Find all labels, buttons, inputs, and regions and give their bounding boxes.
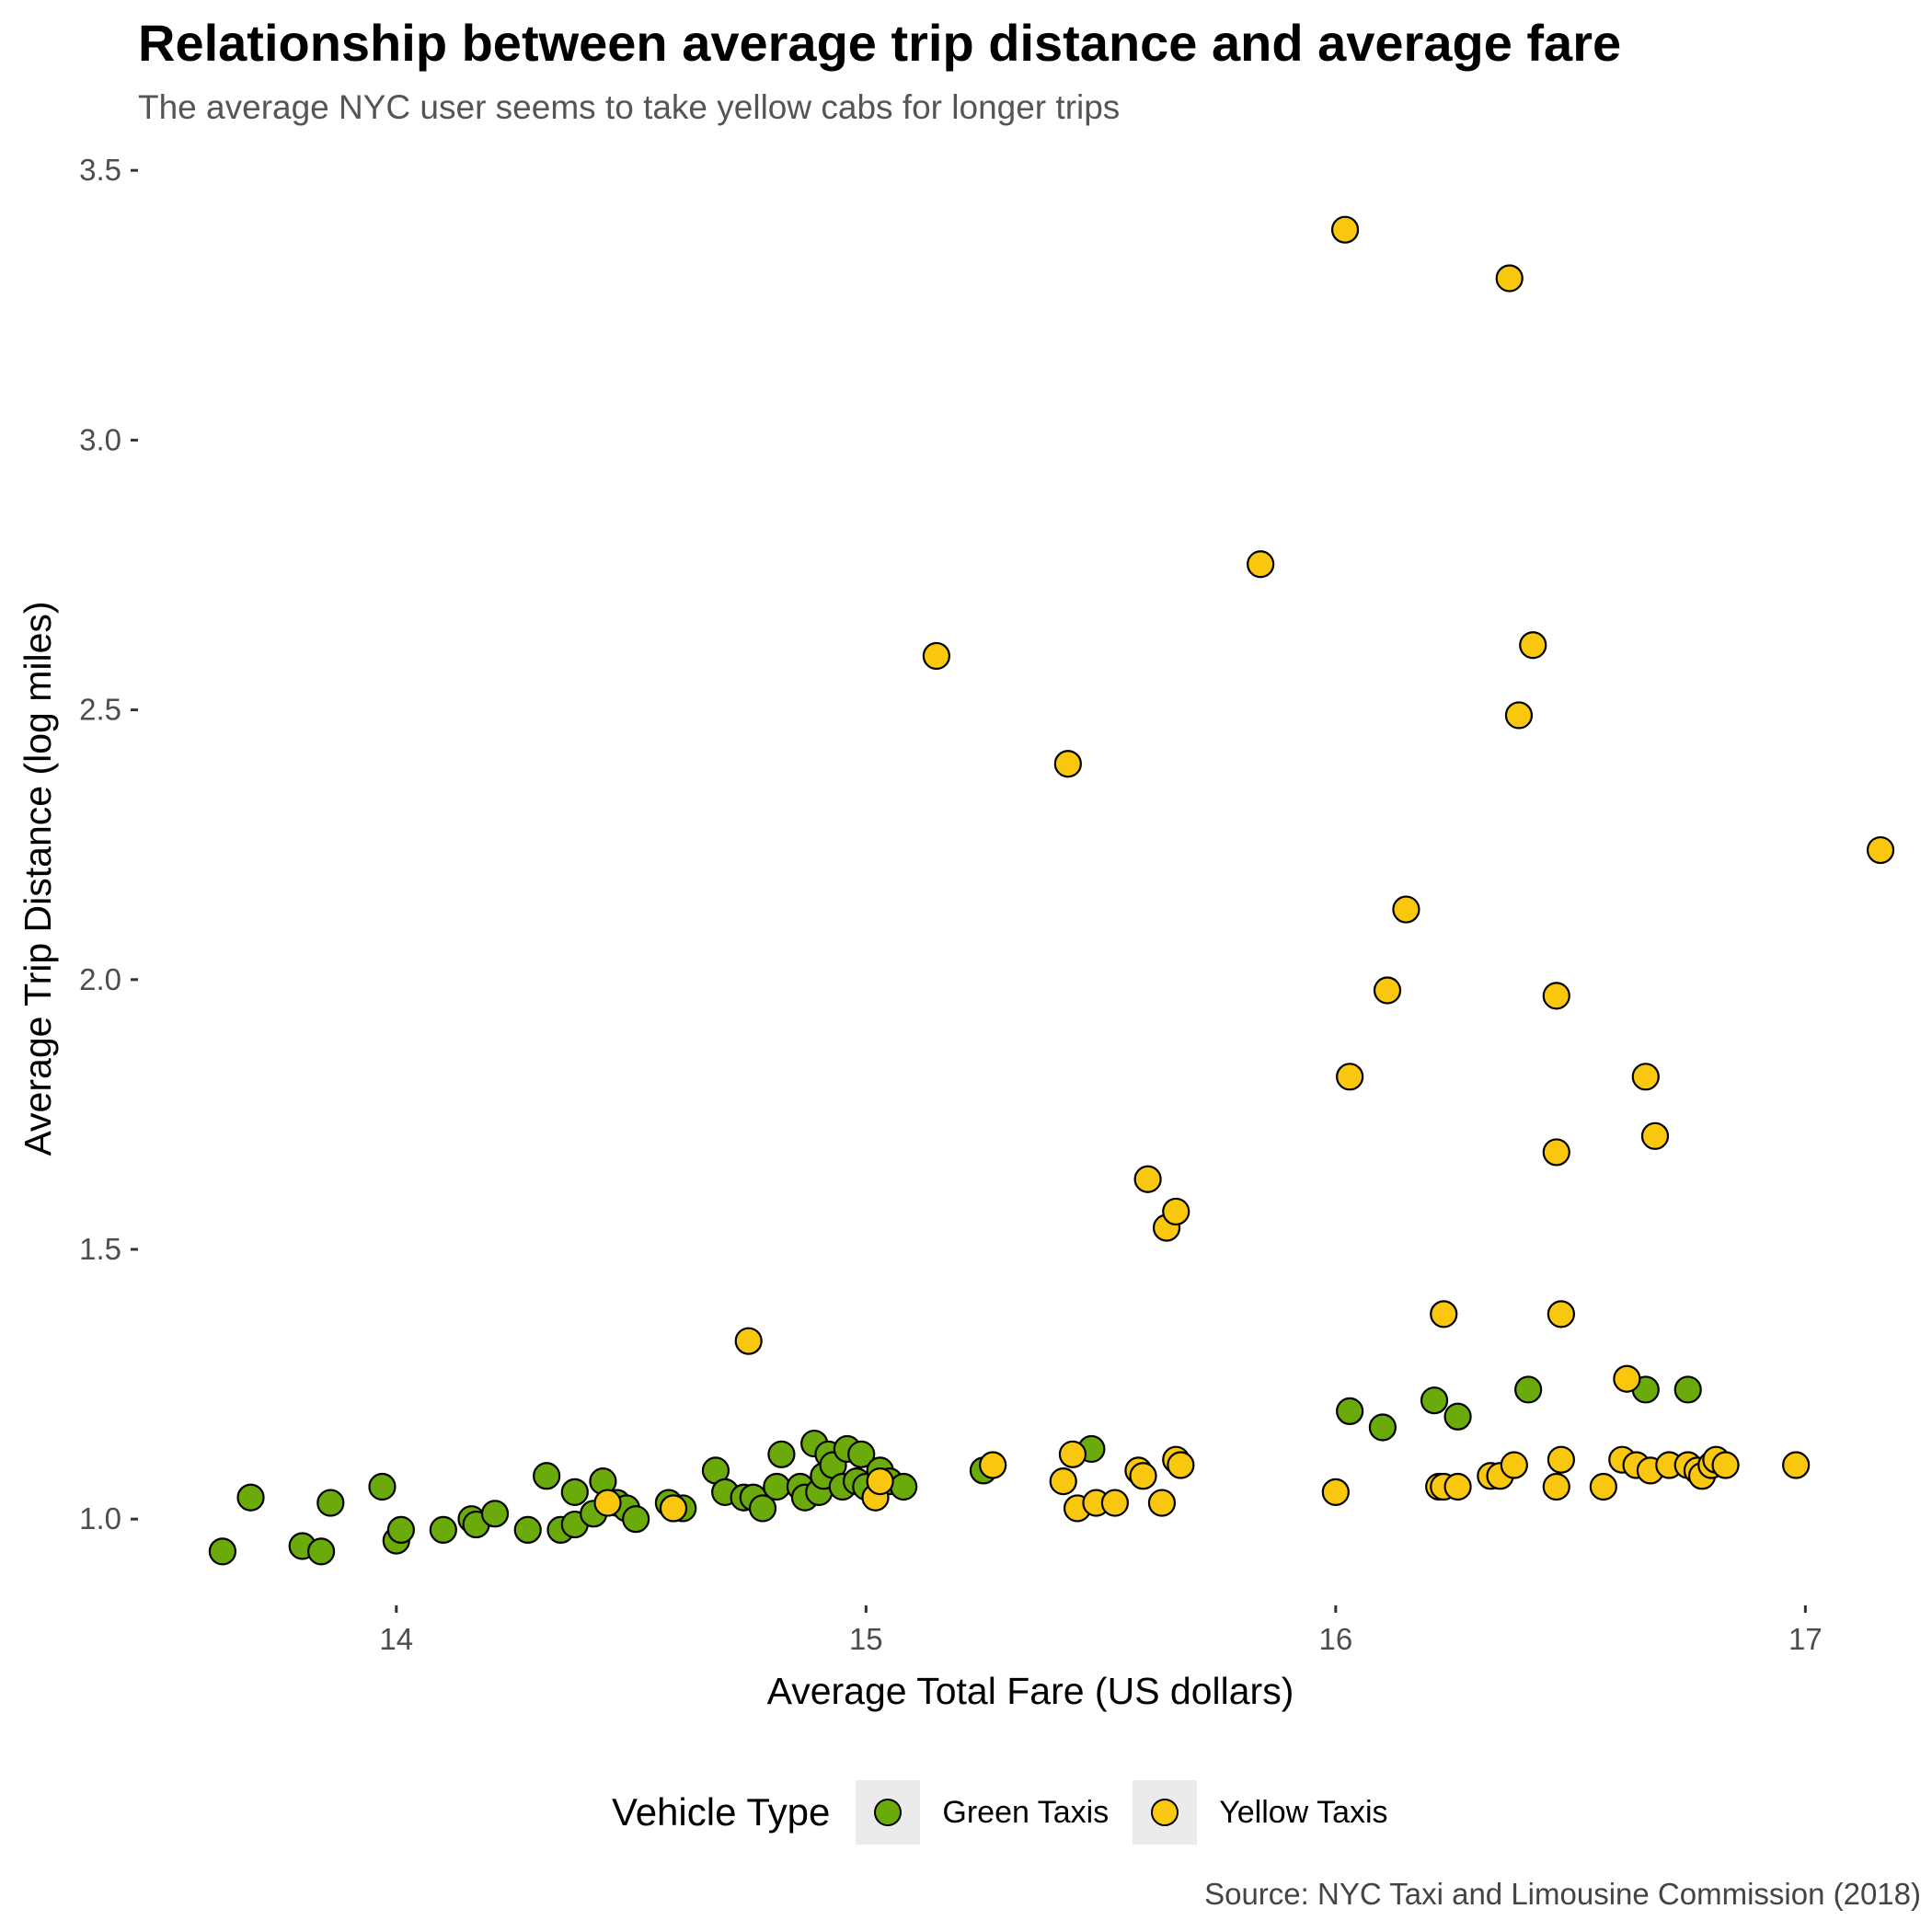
legend-title: Vehicle Type [612, 1790, 831, 1834]
yellow-taxi-point [866, 1467, 894, 1496]
green-taxi-point [847, 1440, 876, 1468]
legend-key-green [856, 1780, 921, 1845]
yellow-taxi-point [1162, 1197, 1190, 1226]
yellow-taxi-point [1495, 264, 1524, 293]
yellow-taxi-point [1049, 1467, 1077, 1496]
yellow-taxi-point [1500, 1451, 1528, 1479]
legend-key-yellow [1133, 1780, 1198, 1845]
yellow-taxi-point [1631, 1063, 1660, 1091]
data-points [208, 215, 1895, 1566]
yellow-taxi-point [1504, 701, 1534, 730]
yellow-taxi-point [1133, 1165, 1162, 1193]
yellow-taxi-point [1321, 1478, 1350, 1506]
green-taxi-point [763, 1472, 791, 1501]
green-taxi-point [316, 1489, 345, 1517]
yellow-taxi-point [1866, 835, 1895, 865]
y-axis-title: Average Trip Distance (log miles) [17, 601, 59, 1156]
yellow-taxi-point [1053, 750, 1082, 778]
green-taxi-point [533, 1462, 561, 1490]
y-tick-label: 3.5 [79, 153, 121, 187]
chart-title: Relationship between average trip distan… [138, 14, 1622, 72]
green-taxi-point [429, 1515, 457, 1545]
green-taxi-point [1368, 1413, 1397, 1442]
chart-caption: Source: NYC Taxi and Limousine Commissio… [1204, 1877, 1921, 1911]
green-taxi-point [513, 1515, 542, 1545]
green-taxi-point [1514, 1375, 1543, 1404]
y-tick-label: 1.5 [79, 1232, 121, 1266]
legend-label-green: Green Taxis [942, 1794, 1110, 1830]
legend-dot-yellow [1151, 1799, 1179, 1826]
yellow-taxi-point [1373, 976, 1402, 1005]
green-taxi-point [307, 1537, 336, 1566]
x-tick-label: 16 [1318, 1622, 1352, 1656]
yellow-taxi-point [1336, 1063, 1364, 1091]
yellow-taxi-point [1542, 982, 1570, 1010]
legend: Vehicle Type Green Taxis Yellow Taxis [612, 1780, 1412, 1845]
green-taxi-point [560, 1478, 589, 1506]
yellow-taxi-point [734, 1327, 763, 1355]
yellow-taxi-point [1147, 1489, 1177, 1517]
yellow-taxi-point [1392, 895, 1420, 924]
green-taxi-point [1673, 1375, 1702, 1404]
green-taxi-point [890, 1472, 918, 1501]
y-tick-label: 3.0 [79, 422, 121, 456]
green-taxi-point [1336, 1397, 1364, 1425]
legend-label-yellow: Yellow Taxis [1219, 1794, 1388, 1830]
yellow-taxi-point [922, 641, 950, 671]
yellow-taxi-point [1129, 1462, 1157, 1490]
yellow-taxi-point [1430, 1300, 1458, 1328]
green-taxi-point [236, 1483, 265, 1512]
x-tick-label: 17 [1788, 1622, 1823, 1656]
yellow-taxi-point [1519, 631, 1547, 660]
legend-dot-green [874, 1799, 903, 1826]
yellow-taxi-point [1547, 1445, 1575, 1474]
green-taxi-point [767, 1440, 796, 1468]
yellow-taxi-point [1640, 1121, 1670, 1150]
yellow-taxi-point [1443, 1472, 1472, 1501]
y-tick-label: 2.0 [79, 962, 121, 996]
yellow-taxi-point [1058, 1440, 1087, 1468]
x-axis-title: Average Total Fare (US dollars) [767, 1670, 1294, 1712]
yellow-taxi-point [1782, 1451, 1811, 1479]
yellow-taxi-point [1330, 215, 1360, 244]
x-tick-label: 15 [849, 1622, 883, 1656]
yellow-taxi-point [1711, 1451, 1740, 1479]
yellow-taxi-point [979, 1451, 1007, 1479]
yellow-taxi-point [1100, 1489, 1129, 1517]
green-taxi-point [368, 1472, 397, 1501]
green-taxi-point [386, 1515, 415, 1545]
chart-subtitle: The average NYC user seems to take yello… [138, 88, 1121, 126]
y-tick-label: 2.5 [79, 693, 121, 727]
green-taxi-point [748, 1494, 777, 1523]
green-taxi-point [480, 1500, 510, 1528]
yellow-taxi-point [593, 1489, 622, 1517]
green-taxi-point [1443, 1402, 1472, 1431]
y-tick-label: 1.0 [79, 1501, 121, 1535]
yellow-taxi-point [1547, 1300, 1575, 1328]
yellow-taxi-point [1542, 1472, 1570, 1501]
green-taxi-point [622, 1505, 650, 1534]
axes: 1.0 1.5 2.0 2.5 3.0 3.5 14 15 16 17 [79, 153, 1823, 1656]
yellow-taxi-point [1613, 1364, 1641, 1393]
yellow-taxi-point [1542, 1138, 1570, 1167]
green-taxi-point [208, 1537, 236, 1566]
yellow-taxi-point [1589, 1472, 1617, 1501]
yellow-taxi-point [1247, 550, 1275, 579]
yellow-taxi-point [659, 1494, 688, 1523]
green-taxi-point [1420, 1386, 1449, 1415]
yellow-taxi-point [1167, 1451, 1195, 1479]
x-tick-label: 14 [379, 1622, 413, 1656]
